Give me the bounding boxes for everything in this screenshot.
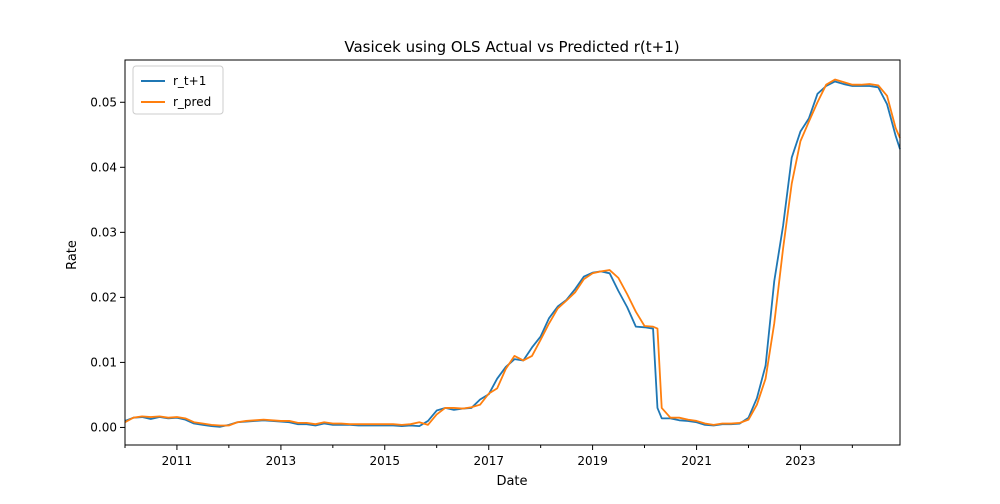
- series-line-r_pred: [124, 78, 901, 427]
- x-tick-label: 2023: [785, 454, 816, 468]
- x-tick-label: 2017: [473, 454, 504, 468]
- y-tick-label: 0.03: [90, 225, 117, 239]
- legend-label: r_pred: [173, 95, 211, 109]
- x-tick-label: 2015: [369, 454, 400, 468]
- y-tick-label: 0.05: [90, 95, 117, 109]
- x-tick-label: 2013: [266, 454, 297, 468]
- y-tick-label: 0.00: [90, 420, 117, 434]
- x-axis-label: Date: [496, 474, 527, 489]
- y-axis-label: Rate: [65, 240, 80, 270]
- x-tick-label: 2021: [681, 454, 712, 468]
- y-tick-label: 0.02: [90, 290, 117, 304]
- legend-label: r_t+1: [173, 74, 206, 88]
- x-tick-label: 2011: [162, 454, 193, 468]
- y-tick-label: 0.04: [90, 160, 117, 174]
- chart-title: Vasicek using OLS Actual vs Predicted r(…: [344, 38, 679, 56]
- plot-frame: [124, 59, 901, 446]
- y-tick-label: 0.01: [90, 355, 117, 369]
- series-layer: [124, 78, 901, 428]
- legend: r_t+1 r_pred: [132, 65, 224, 115]
- y-axis: 0.00 0.01 0.02 0.03 0.04 0.05: [90, 95, 125, 434]
- x-tick-label: 2019: [577, 454, 608, 468]
